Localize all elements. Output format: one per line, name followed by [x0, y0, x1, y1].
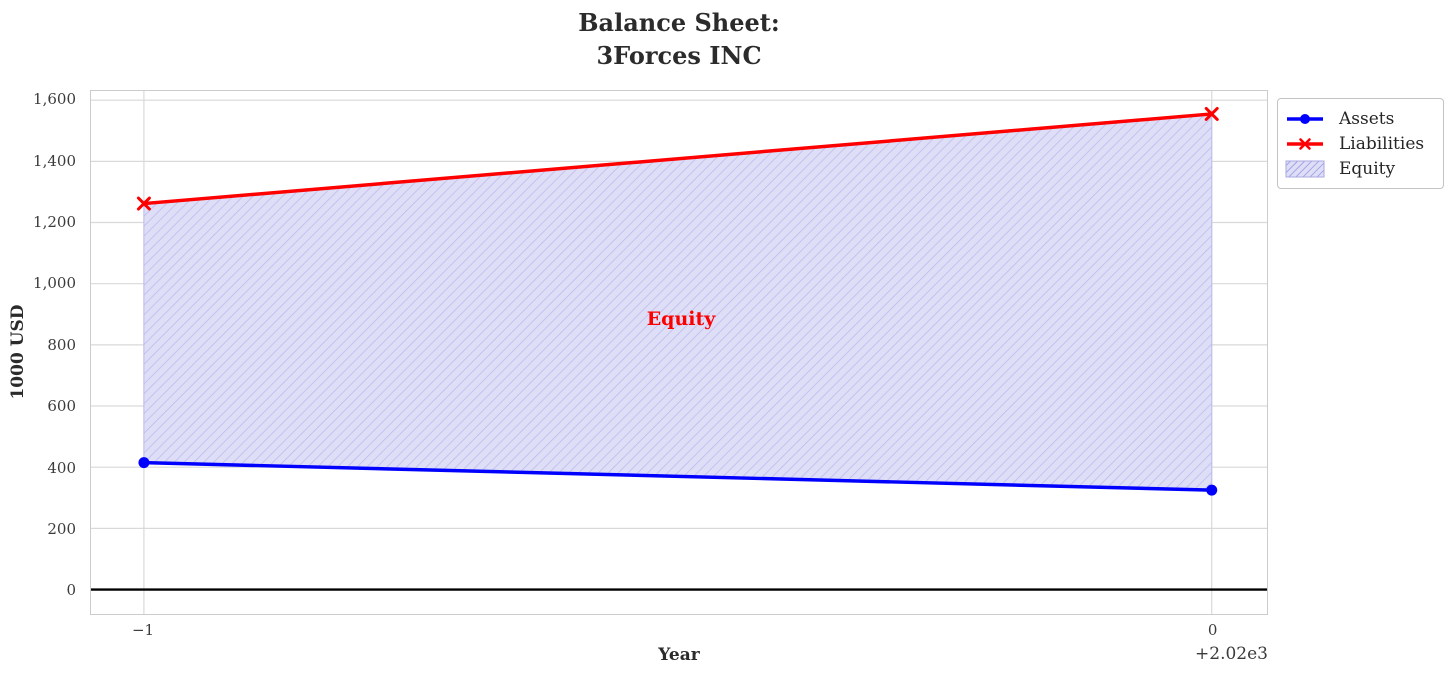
x-axis-label: Year — [658, 645, 700, 665]
equity-legend-swatch — [1285, 160, 1325, 177]
y-tick-label: 400 — [47, 458, 76, 477]
chart-title-line1: Balance Sheet: — [578, 8, 780, 37]
x-tick-label: −1 — [131, 621, 155, 639]
plot-canvas — [91, 91, 1267, 614]
liabilities-marker — [136, 196, 151, 211]
assets-legend-swatch — [1287, 113, 1323, 124]
liabilities-legend-swatch — [1287, 137, 1323, 150]
legend-label: Equity — [1339, 158, 1396, 179]
y-tick-label: 1,600 — [33, 90, 76, 109]
y-tick-label: 0 — [66, 581, 76, 600]
y-tick-label: 600 — [47, 397, 76, 416]
assets-line — [143, 460, 1212, 492]
legend-label: Assets — [1339, 108, 1395, 129]
y-tick-label: 1,000 — [33, 274, 76, 293]
plot-area: Equity — [90, 90, 1268, 615]
chart-title-line2: 3Forces INC — [596, 41, 762, 70]
legend-item-equity: Equity — [1285, 156, 1434, 181]
y-tick-label: 200 — [47, 520, 76, 539]
equity-annotation: Equity — [646, 308, 716, 330]
equity-fill-area — [143, 113, 1213, 491]
liabilities-line — [143, 112, 1212, 206]
y-tick-label: 1,400 — [33, 151, 76, 170]
assets-marker — [1206, 484, 1218, 496]
y-tick-label: 1,200 — [33, 213, 76, 232]
legend-label: Liabilities — [1339, 133, 1425, 154]
legend: Assets Liabilities Equity — [1277, 98, 1444, 189]
legend-item-assets: Assets — [1285, 106, 1434, 131]
assets-marker — [138, 457, 150, 469]
legend-item-liabilities: Liabilities — [1285, 131, 1434, 156]
chart-title: Balance Sheet: 3Forces INC — [90, 6, 1268, 72]
y-tick-label: 800 — [47, 335, 76, 354]
x-tick-label: 0 — [1207, 621, 1218, 639]
liabilities-marker — [1204, 106, 1219, 121]
x-axis-offset-label: +2.02e3 — [1195, 644, 1268, 664]
